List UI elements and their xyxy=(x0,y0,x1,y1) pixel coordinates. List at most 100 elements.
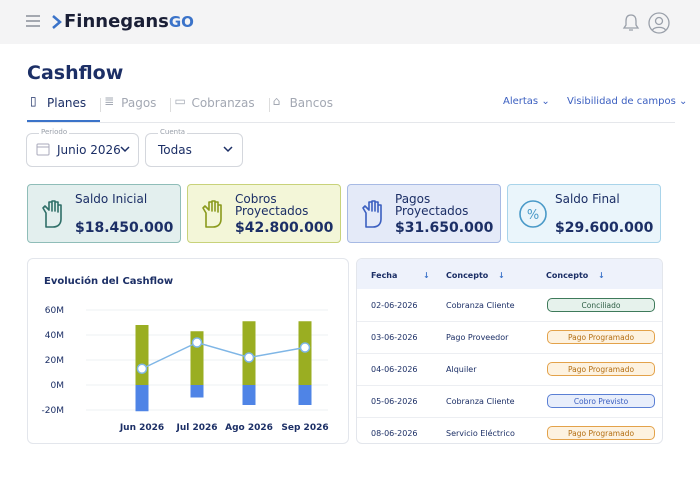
summary-card: Saldo Inicial $18.450.000 xyxy=(27,184,181,243)
cell: 04-06-2026 xyxy=(371,365,418,374)
card-icon xyxy=(42,200,62,228)
tab[interactable]: ≣ Pagos xyxy=(101,92,170,122)
y-tick-label: 60M xyxy=(45,306,64,316)
chart: Evolución del Cashflow -20M 0M 20M 40M 60M Ju… xyxy=(42,275,329,433)
cell: Servicio Eléctrico xyxy=(446,429,515,438)
card-label: Saldo Final xyxy=(555,192,620,206)
column-header: Concepto xyxy=(446,271,489,280)
filter-value: Junio 2026 xyxy=(57,143,121,157)
tab-icon: ▯ xyxy=(30,94,37,108)
sort-icon[interactable]: ↓ xyxy=(498,271,505,280)
card-label: Cobros Proyectados xyxy=(235,192,309,218)
chevron xyxy=(223,146,233,153)
card-icon xyxy=(202,200,222,228)
tab-icon: ≣ xyxy=(104,94,115,108)
account-filter[interactable]: Cuenta Todas xyxy=(145,128,243,167)
tab-label: Bancos xyxy=(289,96,333,110)
summary-card: Cobros Proyectados $42.800.000 xyxy=(187,184,341,243)
card-value: $18.450.000 xyxy=(75,220,174,236)
card-label: Pagos Proyectados xyxy=(395,192,469,218)
line-point xyxy=(243,352,255,363)
calendar-icon xyxy=(36,143,50,156)
tab-label: Cobranzas xyxy=(191,96,255,110)
tab-separator xyxy=(100,98,102,112)
tab-icon: ▭ xyxy=(174,94,186,108)
chevron xyxy=(120,146,130,153)
bar xyxy=(190,385,204,398)
bar xyxy=(135,385,149,412)
bar xyxy=(298,385,312,405)
chart-panel: Evolución del Cashflow -20M 0M 20M 40M 60M Ju… xyxy=(27,258,349,444)
card-value: $42.800.000 xyxy=(235,220,334,236)
svg-text:%: % xyxy=(527,208,539,223)
cell: Cobranza Cliente xyxy=(446,397,515,406)
row-divider xyxy=(357,385,662,386)
table-header xyxy=(357,259,662,289)
bell-icon[interactable] xyxy=(622,13,640,33)
menu-icon[interactable] xyxy=(26,15,40,27)
transactions-table: Fecha ↓ Concepto ↓ Concepto ↓ 02-06-2026 Cobran… xyxy=(356,258,663,444)
status-badge: Pago Programado xyxy=(547,426,655,440)
line-point xyxy=(299,342,311,353)
y-tick-label: -20M xyxy=(42,406,64,416)
filter-label: Cuenta xyxy=(158,128,188,136)
x-tick-label: Sep 2026 xyxy=(281,423,328,433)
tab-icon: ⌂ xyxy=(272,94,281,108)
user-icon[interactable] xyxy=(648,12,670,34)
fields-link[interactable]: Visibilidad de campos ⌄ xyxy=(567,96,688,107)
top-bar xyxy=(0,0,700,44)
brand: Finnegans xyxy=(64,11,169,32)
x-tick-label: Jul 2026 xyxy=(175,423,217,433)
tab[interactable]: ▭ Cobranzas xyxy=(171,92,268,122)
cell: 05-06-2026 xyxy=(371,397,418,406)
row-divider xyxy=(357,353,662,354)
summary-card: % Saldo Final $29.600.000 xyxy=(507,184,661,243)
cell: Alquiler xyxy=(446,365,477,374)
line-point xyxy=(191,337,203,348)
x-tick-label: Jun 2026 xyxy=(119,423,164,433)
sort-icon[interactable]: ↓ xyxy=(423,271,430,280)
brand-suffix: GO xyxy=(168,13,194,31)
filter-label: Periodo xyxy=(39,128,70,136)
line-point xyxy=(136,363,148,374)
card-value: $31.650.000 xyxy=(395,220,494,236)
logo-arrow xyxy=(52,15,62,29)
status-badge: Pago Programado xyxy=(547,362,655,376)
alerts-link[interactable]: Alertas ⌄ xyxy=(503,96,550,107)
cell: 02-06-2026 xyxy=(371,301,418,310)
tab-label: Pagos xyxy=(121,96,157,110)
card-icon xyxy=(362,200,382,228)
link-text: Alertas xyxy=(503,96,539,107)
tab[interactable]: ⌂ Bancos xyxy=(270,92,347,122)
tab-separator xyxy=(268,98,270,112)
cell: Pago Proveedor xyxy=(446,333,509,342)
link-text: Visibilidad de campos xyxy=(567,96,676,107)
y-tick-label: 20M xyxy=(45,356,64,366)
bar xyxy=(242,385,256,405)
card-value: $29.600.000 xyxy=(555,220,654,236)
chart-title: Evolución del Cashflow xyxy=(44,275,173,287)
status-badge: Pago Programado xyxy=(547,330,655,344)
period-filter[interactable]: Periodo Junio 2026 xyxy=(26,128,139,167)
y-tick-label: 40M xyxy=(45,331,64,341)
sort-icon[interactable]: ↓ xyxy=(598,271,605,280)
card-label: Saldo Inicial xyxy=(75,192,148,206)
status-badge: Conciliado xyxy=(547,298,655,312)
status-badge: Cobro Previsto xyxy=(547,394,655,408)
page-title: Cashflow xyxy=(27,62,124,84)
line xyxy=(141,341,306,370)
filter-value: Todas xyxy=(158,143,192,157)
tab-divider xyxy=(27,122,675,123)
tabs: ▯ Planes ≣ Pagos ▭ Cobranzas ⌂ Bancos xyxy=(27,92,347,122)
column-header: Fecha xyxy=(371,271,398,280)
row-divider xyxy=(357,417,662,418)
cell: 08-06-2026 xyxy=(371,429,418,438)
tab-separator xyxy=(170,98,172,112)
cell: 03-06-2026 xyxy=(371,333,418,342)
tab[interactable]: ▯ Planes xyxy=(27,92,101,122)
card-icon: % xyxy=(519,200,547,228)
row-divider xyxy=(357,321,662,322)
logo: FinnegansGO xyxy=(64,11,194,32)
column-header: Concepto xyxy=(546,271,589,280)
